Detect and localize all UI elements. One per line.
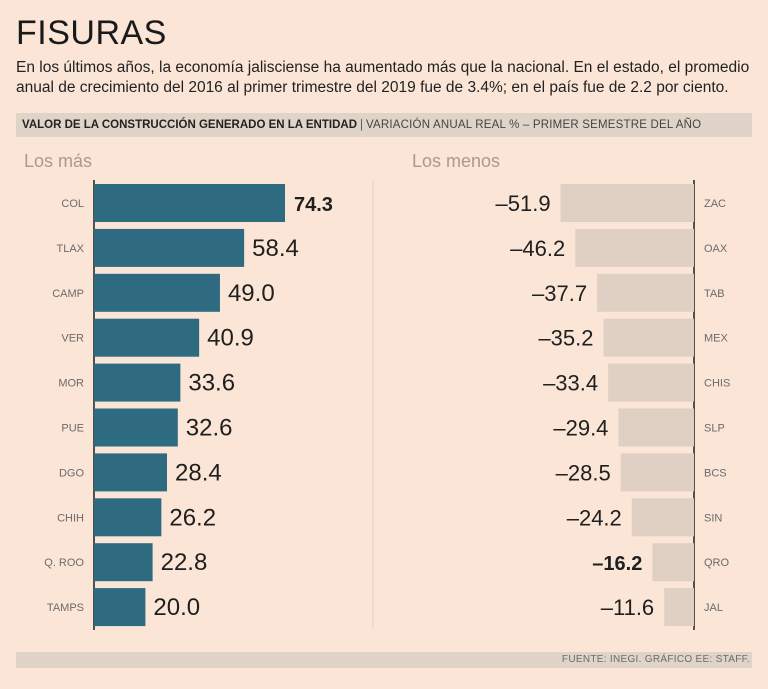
right-bar bbox=[597, 273, 694, 312]
left-bar bbox=[94, 273, 220, 312]
right-bar bbox=[575, 228, 694, 267]
right-value-label: –16.2 bbox=[592, 553, 642, 575]
left-value-label: 58.4 bbox=[252, 235, 299, 262]
header-band: VALOR DE LA CONSTRUCCIÓN GENERADO EN LA … bbox=[16, 113, 752, 137]
left-category-label: COL bbox=[61, 198, 84, 210]
left-category-label: TLAX bbox=[56, 243, 84, 255]
left-value-label: 26.2 bbox=[169, 504, 216, 531]
left-bar bbox=[94, 543, 153, 582]
left-category-label: TAMPS bbox=[47, 602, 84, 614]
left-bar bbox=[94, 318, 200, 357]
right-category-label: BCS bbox=[704, 467, 727, 479]
left-bar bbox=[94, 228, 245, 267]
source-credit: FUENTE: INEGI. GRÁFICO EE: STAFF. bbox=[561, 654, 750, 665]
right-value-label: –35.2 bbox=[538, 326, 593, 351]
right-bar bbox=[603, 318, 694, 357]
left-bar bbox=[94, 453, 168, 492]
right-category-label: SIN bbox=[704, 512, 722, 524]
left-value-label: 49.0 bbox=[228, 280, 275, 307]
chart-subtitle: En los últimos años, la economía jalisci… bbox=[16, 59, 750, 96]
right-category-label: CHIS bbox=[704, 378, 730, 390]
right-category-label: QRO bbox=[704, 557, 730, 569]
footer-band bbox=[16, 652, 752, 668]
left-bar bbox=[94, 184, 285, 222]
left-category-label: MOR bbox=[58, 378, 84, 390]
right-bar bbox=[618, 408, 694, 447]
right-bar bbox=[652, 543, 694, 582]
header-sub-label: VARIACIÓN ANUAL REAL % – PRIMER SEMESTRE… bbox=[366, 119, 702, 131]
left-value-label: 33.6 bbox=[188, 370, 235, 397]
right-category-label: OAX bbox=[704, 243, 728, 255]
left-value-label: 32.6 bbox=[186, 415, 233, 442]
right-category-label: JAL bbox=[704, 602, 723, 614]
header-main-label: VALOR DE LA CONSTRUCCIÓN GENERADO EN LA … bbox=[22, 119, 357, 131]
right-bar bbox=[620, 453, 694, 492]
right-category-label: SLP bbox=[704, 423, 725, 435]
right-value-label: –51.9 bbox=[496, 191, 551, 216]
right-category-label: ZAC bbox=[704, 198, 726, 210]
left-category-label: VER bbox=[61, 333, 84, 345]
right-value-label: –24.2 bbox=[567, 505, 622, 530]
right-category-label: TAB bbox=[704, 288, 725, 300]
right-bar bbox=[664, 588, 694, 627]
right-bar bbox=[608, 363, 694, 402]
left-bar bbox=[94, 363, 181, 402]
left-bar bbox=[94, 588, 146, 627]
right-value-label: –46.2 bbox=[510, 236, 565, 261]
right-value-label: –33.4 bbox=[543, 371, 598, 396]
left-category-label: Q. ROO bbox=[44, 557, 84, 569]
left-value-label: 20.0 bbox=[153, 594, 200, 621]
left-category-label: PUE bbox=[61, 423, 84, 435]
right-bar bbox=[631, 498, 694, 537]
left-category-label: DGO bbox=[59, 467, 85, 479]
left-category-label: CAMP bbox=[52, 288, 84, 300]
left-value-label: 40.9 bbox=[207, 325, 254, 352]
left-value-label: 22.8 bbox=[161, 549, 208, 576]
left-bar bbox=[94, 498, 162, 537]
left-value-label: 74.3 bbox=[294, 194, 333, 216]
left-bar bbox=[94, 408, 178, 447]
header-separator: | bbox=[360, 119, 363, 131]
panel-title-right: Los menos bbox=[412, 151, 500, 171]
chart-title: FISURAS bbox=[16, 14, 167, 52]
left-category-label: CHIH bbox=[57, 512, 84, 524]
right-bar bbox=[560, 184, 694, 222]
panel-title-left: Los más bbox=[24, 151, 92, 171]
right-value-label: –11.6 bbox=[601, 595, 654, 620]
right-value-label: –37.7 bbox=[532, 281, 587, 306]
right-value-label: –28.5 bbox=[556, 460, 611, 485]
left-value-label: 28.4 bbox=[175, 459, 222, 486]
right-category-label: MEX bbox=[704, 333, 729, 345]
right-value-label: –29.4 bbox=[553, 416, 608, 441]
